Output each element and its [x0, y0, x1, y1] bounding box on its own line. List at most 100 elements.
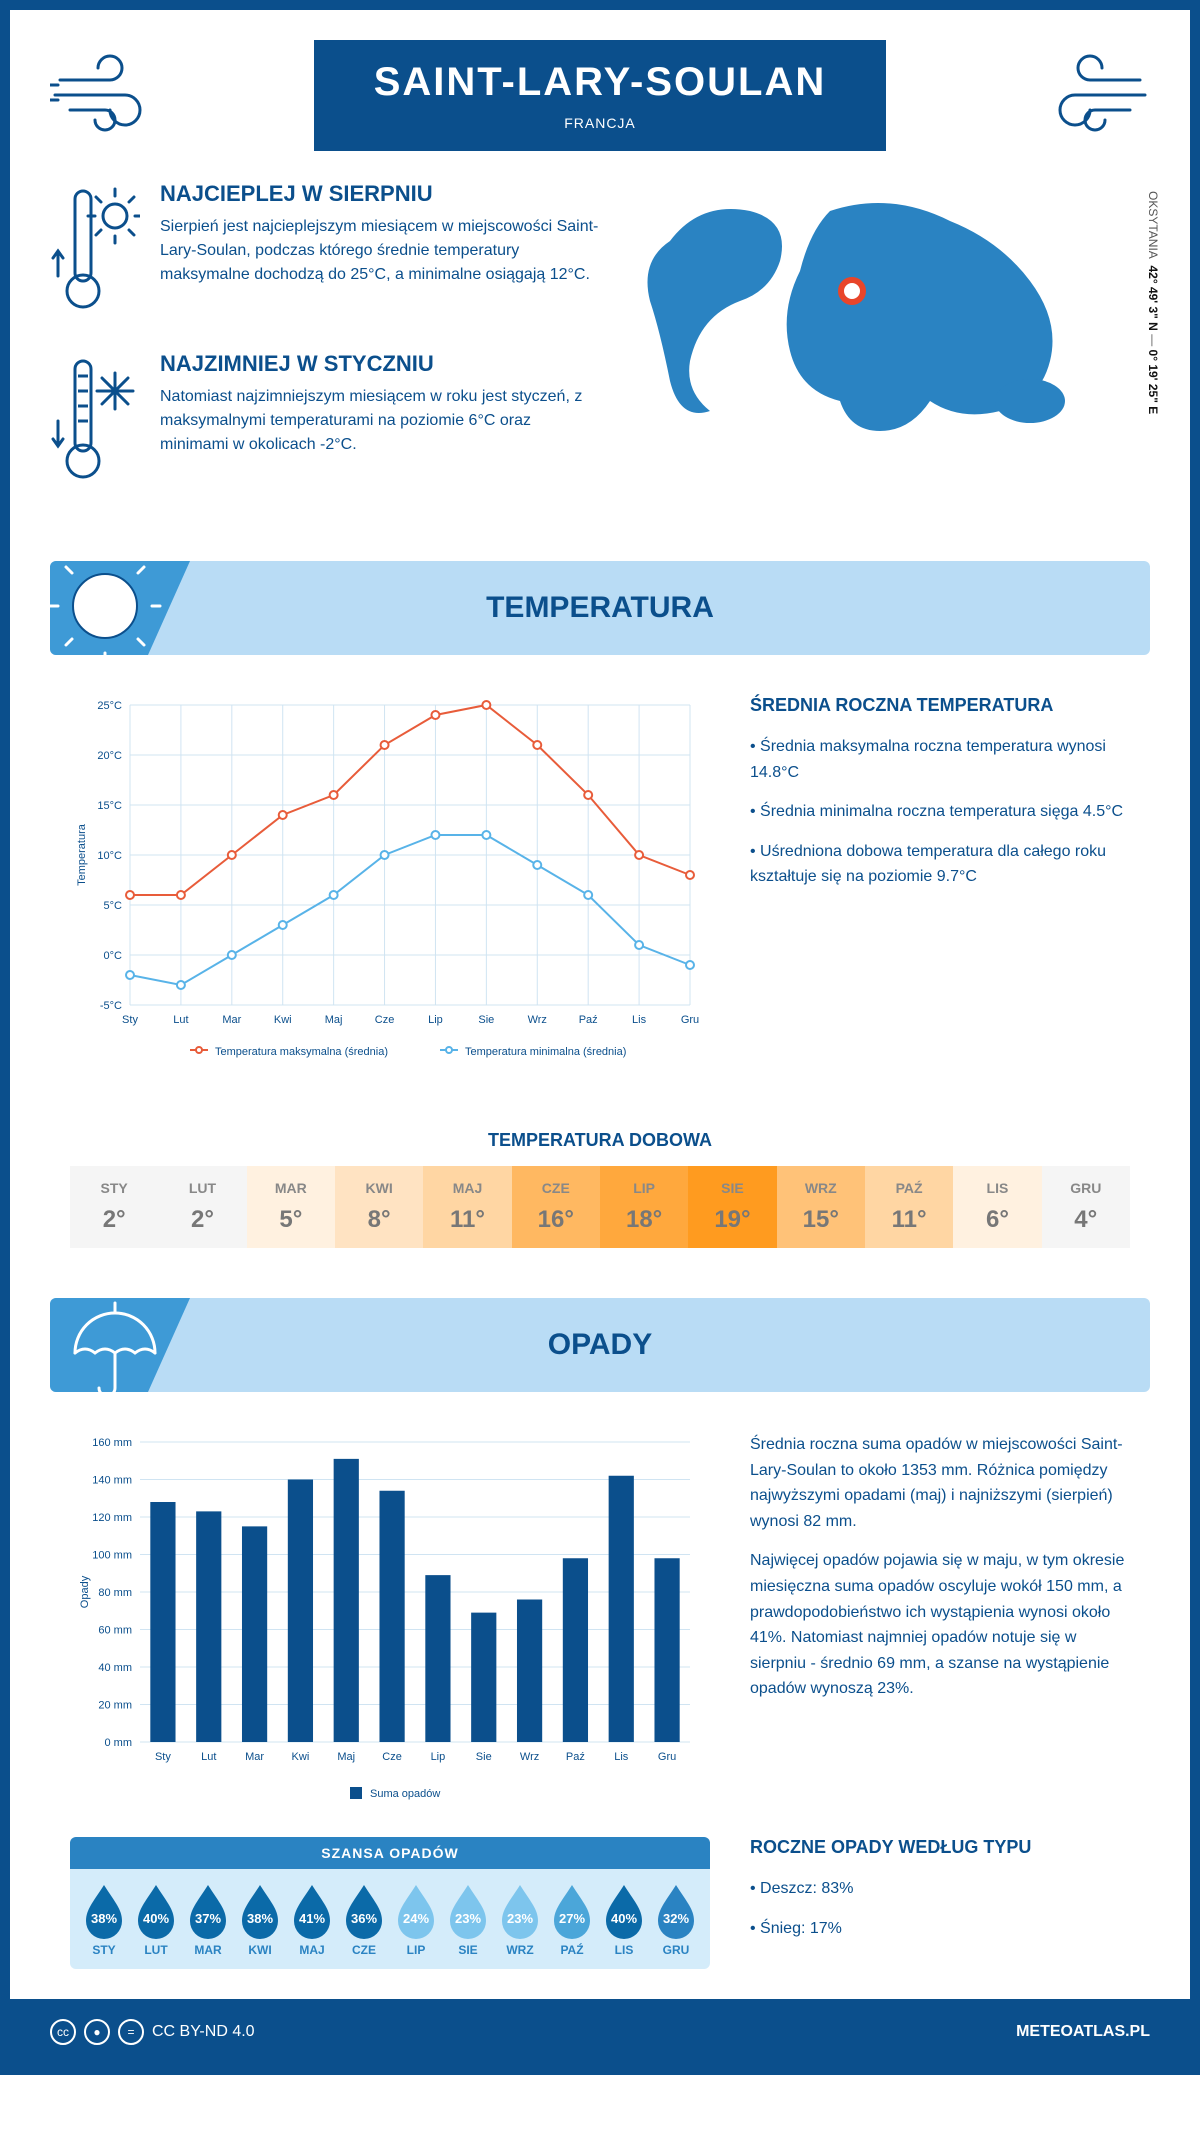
- svg-text:Lis: Lis: [632, 1014, 647, 1026]
- daily-temp-cell: CZE16°: [512, 1166, 600, 1248]
- svg-text:0 mm: 0 mm: [105, 1737, 133, 1749]
- coldest-text: Natomiast najzimniejszym miesiącem w rok…: [160, 385, 600, 457]
- svg-text:Temperatura: Temperatura: [76, 823, 88, 886]
- svg-text:Gru: Gru: [658, 1751, 676, 1763]
- chance-drop: 24%LIP: [390, 1881, 442, 1957]
- coldest-section: NAJZIMNIEJ W STYCZNIU Natomiast najzimni…: [50, 351, 600, 491]
- svg-text:Lip: Lip: [428, 1014, 443, 1026]
- svg-text:100 mm: 100 mm: [92, 1550, 132, 1562]
- title-block: SAINT-LARY-SOULAN FRANCJA: [314, 40, 887, 151]
- svg-text:Lis: Lis: [614, 1751, 629, 1763]
- by-icon: ●: [84, 2019, 110, 2045]
- license: cc ● = CC BY-ND 4.0: [50, 2019, 255, 2045]
- svg-text:80 mm: 80 mm: [98, 1587, 132, 1599]
- svg-text:Lut: Lut: [201, 1751, 216, 1763]
- svg-text:Lip: Lip: [431, 1751, 446, 1763]
- svg-text:Lut: Lut: [173, 1014, 188, 1026]
- svg-text:36%: 36%: [351, 1911, 377, 1926]
- svg-text:23%: 23%: [507, 1911, 533, 1926]
- svg-text:Gru: Gru: [681, 1014, 699, 1026]
- svg-text:27%: 27%: [559, 1911, 585, 1926]
- chance-drop: 27%PAŹ: [546, 1881, 598, 1957]
- dobowa-title: TEMPERATURA DOBOWA: [10, 1130, 1190, 1151]
- temperature-line-chart: -5°C0°C5°C10°C15°C20°C25°CStyLutMarKwiMa…: [70, 695, 710, 1075]
- temperature-stats: ŚREDNIA ROCZNA TEMPERATURA • Średnia mak…: [750, 695, 1130, 1080]
- wind-icon-left: [50, 40, 190, 140]
- daily-temp-cell: GRU4°: [1042, 1166, 1130, 1248]
- svg-text:41%: 41%: [299, 1911, 325, 1926]
- chance-drop: 38%KWI: [234, 1881, 286, 1957]
- daily-temperature-strip: STY2°LUT2°MAR5°KWI8°MAJ11°CZE16°LIP18°SI…: [10, 1166, 1190, 1278]
- svg-text:Mar: Mar: [245, 1751, 264, 1763]
- country-subtitle: FRANCJA: [374, 115, 827, 131]
- warmest-section: NAJCIEPLEJ W SIERPNIU Sierpień jest najc…: [50, 181, 600, 321]
- precipitation-type: ROCZNE OPADY WEDŁUG TYPU • Deszcz: 83% •…: [750, 1837, 1130, 1969]
- world-map-icon: [630, 181, 1090, 461]
- precipitation-section-header: OPADY: [50, 1298, 1150, 1392]
- svg-text:Suma opadów: Suma opadów: [370, 1788, 440, 1800]
- svg-text:25°C: 25°C: [97, 700, 122, 712]
- svg-text:Sty: Sty: [155, 1751, 171, 1763]
- precipitation-content: 0 mm20 mm40 mm60 mm80 mm100 mm120 mm140 …: [10, 1412, 1190, 1837]
- svg-text:10°C: 10°C: [97, 850, 122, 862]
- coordinates: OKSYTANIA 42° 49' 3" N — 0° 19' 25" E: [1146, 191, 1160, 414]
- svg-text:Paź: Paź: [579, 1014, 598, 1026]
- city-title: SAINT-LARY-SOULAN: [374, 60, 827, 105]
- svg-text:Wrz: Wrz: [520, 1751, 539, 1763]
- svg-text:5°C: 5°C: [104, 900, 123, 912]
- chance-drop: 23%SIE: [442, 1881, 494, 1957]
- svg-text:Wrz: Wrz: [528, 1014, 547, 1026]
- daily-temp-cell: PAŹ11°: [865, 1166, 953, 1248]
- svg-text:160 mm: 160 mm: [92, 1437, 132, 1449]
- temperature-content: -5°C0°C5°C10°C15°C20°C25°CStyLutMarKwiMa…: [10, 675, 1190, 1100]
- precipitation-chance: SZANSA OPADÓW 38%STY40%LUT37%MAR38%KWI41…: [70, 1837, 710, 1969]
- coldest-title: NAJZIMNIEJ W STYCZNIU: [160, 351, 600, 377]
- svg-text:Kwi: Kwi: [292, 1751, 310, 1763]
- chance-drop: 32%GRU: [650, 1881, 702, 1957]
- hero-row: SAINT-LARY-SOULAN FRANCJA: [10, 10, 1190, 161]
- daily-temp-cell: LIP18°: [600, 1166, 688, 1248]
- daily-temp-cell: MAJ11°: [423, 1166, 511, 1248]
- chance-drop: 40%LUT: [130, 1881, 182, 1957]
- footer: cc ● = CC BY-ND 4.0 METEOATLAS.PL: [10, 1999, 1190, 2065]
- warmest-title: NAJCIEPLEJ W SIERPNIU: [160, 181, 600, 207]
- svg-text:20 mm: 20 mm: [98, 1700, 132, 1712]
- temperature-section-header: TEMPERATURA: [50, 561, 1150, 655]
- world-map-block: OKSYTANIA 42° 49' 3" N — 0° 19' 25" E: [630, 181, 1150, 521]
- svg-text:Cze: Cze: [375, 1014, 395, 1026]
- daily-temp-cell: LIS6°: [953, 1166, 1041, 1248]
- svg-text:Maj: Maj: [337, 1751, 355, 1763]
- svg-text:Kwi: Kwi: [274, 1014, 292, 1026]
- infographic-frame: SAINT-LARY-SOULAN FRANCJA: [0, 0, 1200, 2075]
- sun-icon: [50, 551, 170, 671]
- svg-text:140 mm: 140 mm: [92, 1475, 132, 1487]
- thermometer-hot-icon: [50, 181, 140, 321]
- svg-text:Sie: Sie: [476, 1751, 492, 1763]
- svg-text:23%: 23%: [455, 1911, 481, 1926]
- svg-text:Sie: Sie: [478, 1014, 494, 1026]
- svg-text:40%: 40%: [143, 1911, 169, 1926]
- umbrella-icon: [50, 1288, 170, 1408]
- chance-drop: 23%WRZ: [494, 1881, 546, 1957]
- chance-drop: 40%LIS: [598, 1881, 650, 1957]
- warmest-text: Sierpień jest najcieplejszym miesiącem w…: [160, 215, 600, 287]
- svg-text:20°C: 20°C: [97, 750, 122, 762]
- svg-text:Maj: Maj: [325, 1014, 343, 1026]
- precipitation-text: Średnia roczna suma opadów w miejscowośc…: [750, 1432, 1130, 1817]
- svg-text:38%: 38%: [247, 1911, 273, 1926]
- svg-text:15°C: 15°C: [97, 800, 122, 812]
- intro-row: NAJCIEPLEJ W SIERPNIU Sierpień jest najc…: [10, 161, 1190, 541]
- precipitation-title: OPADY: [548, 1328, 652, 1361]
- temperature-title: TEMPERATURA: [486, 591, 714, 624]
- svg-text:40%: 40%: [611, 1911, 637, 1926]
- svg-text:0°C: 0°C: [104, 950, 123, 962]
- svg-text:40 mm: 40 mm: [98, 1662, 132, 1674]
- chance-drop: 37%MAR: [182, 1881, 234, 1957]
- site-name: METEOATLAS.PL: [1016, 2023, 1150, 2041]
- wind-icon-right: [1010, 40, 1150, 140]
- chance-title: SZANSA OPADÓW: [70, 1837, 710, 1869]
- daily-temp-cell: KWI8°: [335, 1166, 423, 1248]
- svg-text:37%: 37%: [195, 1911, 221, 1926]
- daily-temp-cell: STY2°: [70, 1166, 158, 1248]
- precipitation-bar-chart: 0 mm20 mm40 mm60 mm80 mm100 mm120 mm140 …: [70, 1432, 710, 1812]
